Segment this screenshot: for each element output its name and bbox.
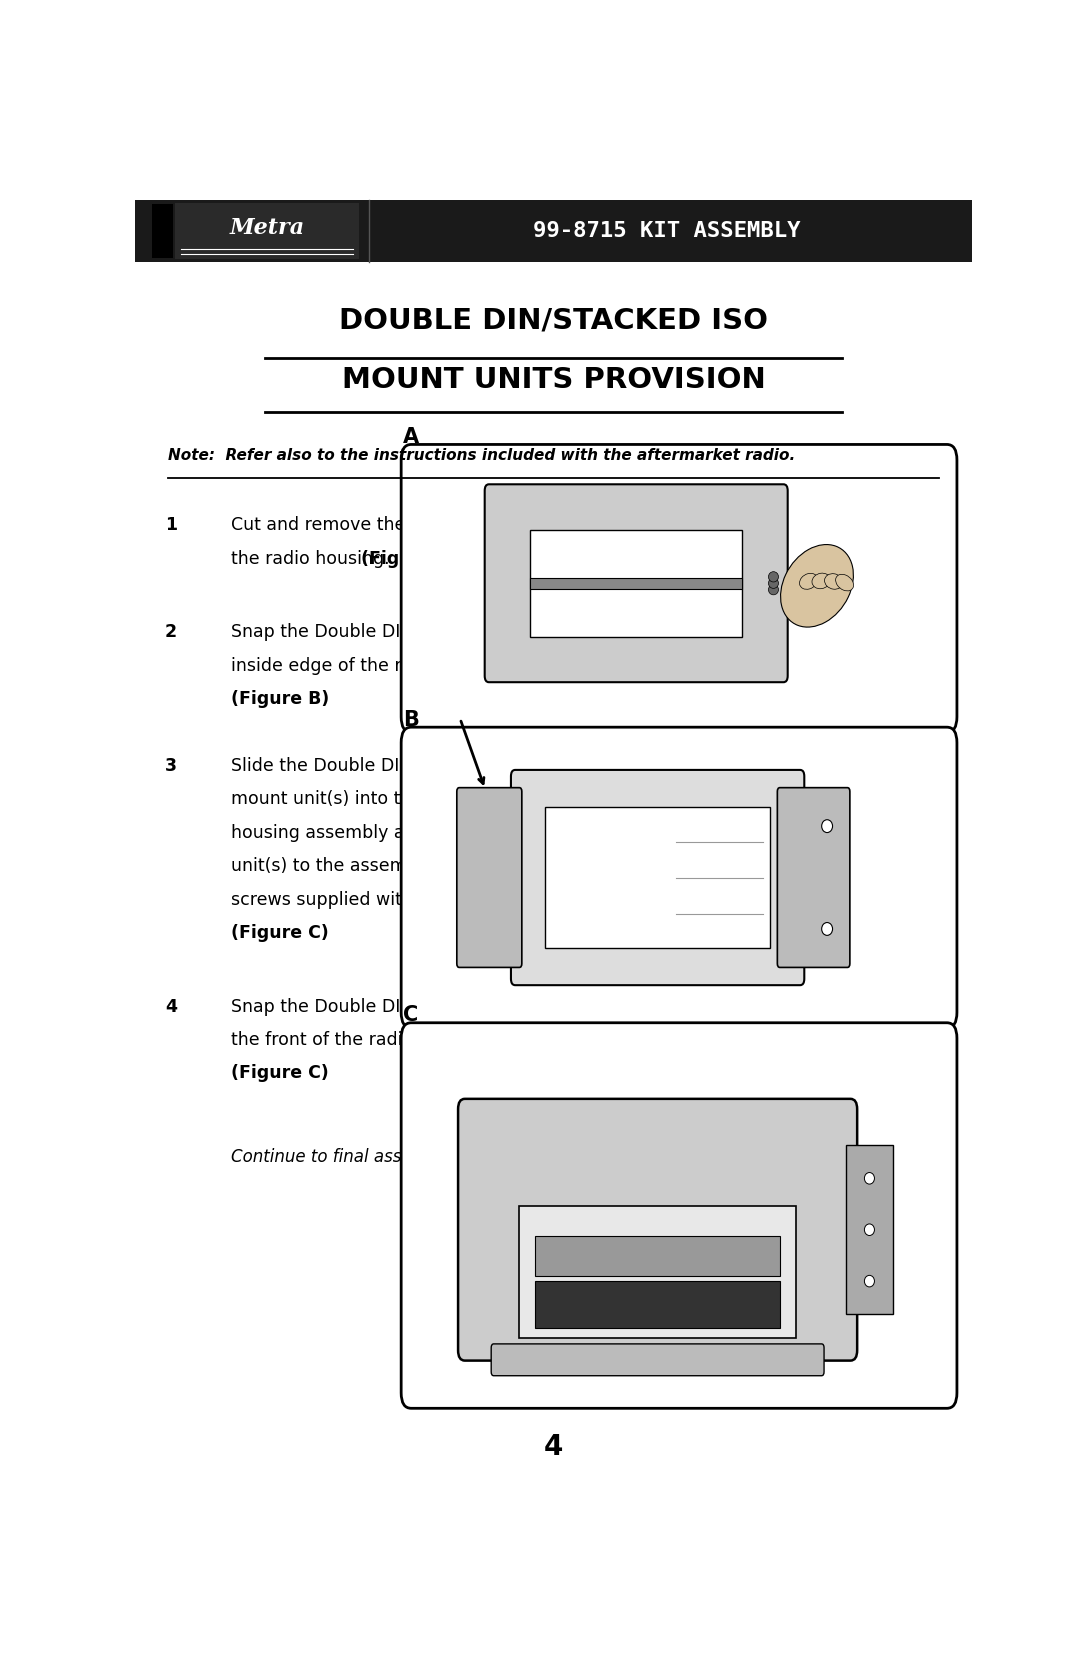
Text: Snap the Double DIN trim plate onto: Snap the Double DIN trim plate onto [231,998,550,1015]
Text: (Figure C): (Figure C) [231,925,329,941]
FancyBboxPatch shape [778,788,850,968]
Bar [545,806,770,948]
Ellipse shape [822,819,833,833]
Text: DOUBLE DIN/STACKED ISO: DOUBLE DIN/STACKED ISO [339,307,768,335]
Text: B: B [403,709,419,729]
Text: the front of the radio housing.: the front of the radio housing. [231,1031,494,1050]
Text: 4: 4 [544,1434,563,1460]
Text: Slide the Double DIN or stacked ISO: Slide the Double DIN or stacked ISO [231,758,544,774]
Bar [135,200,972,262]
Text: 3: 3 [165,758,177,774]
Ellipse shape [769,572,779,582]
FancyBboxPatch shape [457,788,522,968]
Text: Continue to final assembly.: Continue to final assembly. [231,1148,457,1167]
Text: unit(s) to the assembly using the: unit(s) to the assembly using the [231,858,519,875]
Bar [530,577,742,589]
FancyBboxPatch shape [401,444,957,733]
FancyBboxPatch shape [511,769,805,985]
Bar [175,204,360,259]
Bar [536,1282,780,1327]
FancyBboxPatch shape [458,1098,858,1360]
Text: 1: 1 [165,516,177,534]
Ellipse shape [799,574,818,589]
Text: Note:  Refer also to the instructions included with the aftermarket radio.: Note: Refer also to the instructions inc… [168,449,796,464]
Ellipse shape [864,1173,875,1183]
Text: (Figure A): (Figure A) [361,549,459,567]
Text: mount unit(s) into the bracket/radio: mount unit(s) into the bracket/radio [231,791,544,808]
Ellipse shape [822,923,833,935]
Ellipse shape [836,574,853,591]
Text: C: C [403,1005,418,1025]
Bar [518,1205,796,1339]
Text: (Figure B): (Figure B) [231,691,329,708]
Text: Metra: Metra [230,217,305,239]
Text: Cut and remove the center bar from: Cut and remove the center bar from [231,516,549,534]
Ellipse shape [781,544,853,628]
Text: 99-8715 KIT ASSEMBLY: 99-8715 KIT ASSEMBLY [532,220,800,240]
FancyBboxPatch shape [485,484,787,683]
Bar [530,529,742,638]
Bar [847,1145,892,1314]
Text: 2: 2 [165,623,177,641]
Ellipse shape [864,1223,875,1235]
Text: screws supplied with the unit(s).: screws supplied with the unit(s). [231,891,514,908]
FancyBboxPatch shape [401,1023,957,1409]
Text: (Figure C): (Figure C) [231,1065,329,1083]
Bar [151,204,173,259]
Text: A: A [403,427,419,447]
Ellipse shape [864,1275,875,1287]
Text: Snap the Double DIN brackets to the: Snap the Double DIN brackets to the [231,623,551,641]
Bar [536,1237,780,1275]
FancyBboxPatch shape [401,728,957,1028]
FancyBboxPatch shape [491,1344,824,1375]
Text: 4: 4 [165,998,177,1015]
Ellipse shape [769,584,779,594]
Text: MOUNT UNITS PROVISION: MOUNT UNITS PROVISION [341,366,766,394]
Ellipse shape [824,574,842,589]
Text: the radio housing.: the radio housing. [231,549,395,567]
Ellipse shape [812,572,831,589]
Text: housing assembly and secure the: housing assembly and secure the [231,824,525,841]
Text: inside edge of the radio housing.: inside edge of the radio housing. [231,658,519,674]
Ellipse shape [769,577,779,589]
